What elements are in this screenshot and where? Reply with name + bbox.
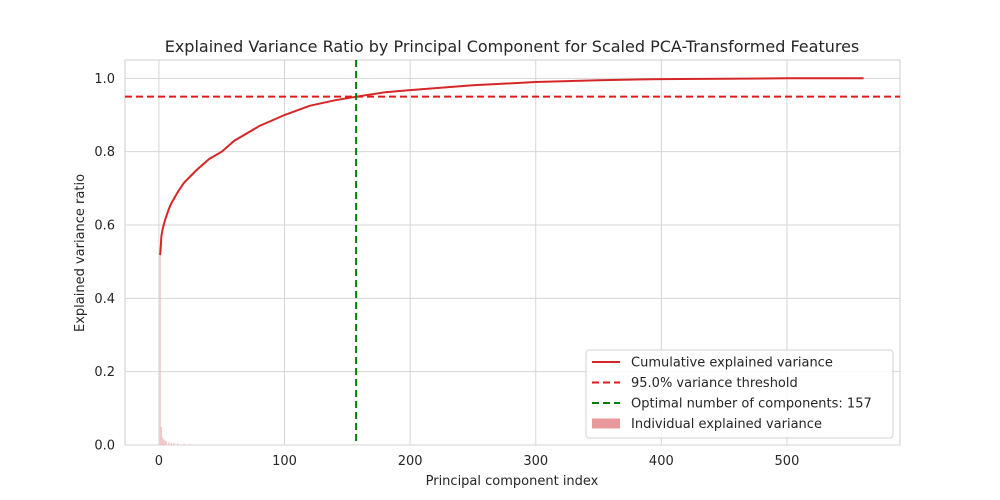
legend-swatch <box>592 418 620 429</box>
variance-bar <box>177 443 179 445</box>
y-tick-label: 0.4 <box>94 292 115 307</box>
series-lines <box>125 60 900 445</box>
variance-bar <box>170 442 173 445</box>
cumulative-variance-line <box>159 77 864 256</box>
legend: Cumulative explained variance 95.0% varia… <box>585 349 894 439</box>
x-tick-label: 300 <box>523 454 548 469</box>
axis-ticks: 0 100 200 300 400 500 0.0 0.2 0.4 0.6 0.8 1.0 <box>94 72 799 469</box>
y-tick-label: 0.8 <box>94 145 115 160</box>
legend-label: Optimal number of components: 157 <box>631 397 872 412</box>
y-tick-label: 0.2 <box>94 365 115 380</box>
variance-bar <box>162 437 164 445</box>
variance-bar <box>173 443 175 445</box>
y-tick-label: 1.0 <box>94 72 115 87</box>
x-tick-label: 100 <box>272 454 297 469</box>
variance-bar <box>165 441 168 445</box>
variance-bar <box>164 440 166 445</box>
variance-bar <box>168 442 170 445</box>
variance-bar <box>183 443 185 445</box>
chart-title: Explained Variance Ratio by Principal Co… <box>165 37 860 56</box>
y-tick-label: 0.0 <box>94 439 115 454</box>
x-tick-label: 500 <box>775 454 800 469</box>
x-tick-label: 200 <box>398 454 423 469</box>
variance-bar <box>189 444 191 445</box>
y-tick-label: 0.6 <box>94 219 115 234</box>
y-axis-label: Explained variance ratio <box>73 174 88 332</box>
legend-label: Cumulative explained variance <box>631 356 833 371</box>
legend-label: 95.0% variance threshold <box>631 376 798 391</box>
variance-bar <box>160 426 163 445</box>
legend-label: Individual explained variance <box>631 417 822 432</box>
x-tick-label: 400 <box>649 454 674 469</box>
x-tick-label: 0 <box>155 454 163 469</box>
variance-bar <box>159 255 161 445</box>
individual-variance-bars <box>159 255 191 445</box>
legend-box <box>585 349 894 439</box>
variance-bar <box>163 439 165 445</box>
x-axis-label: Principal component index <box>426 474 599 489</box>
